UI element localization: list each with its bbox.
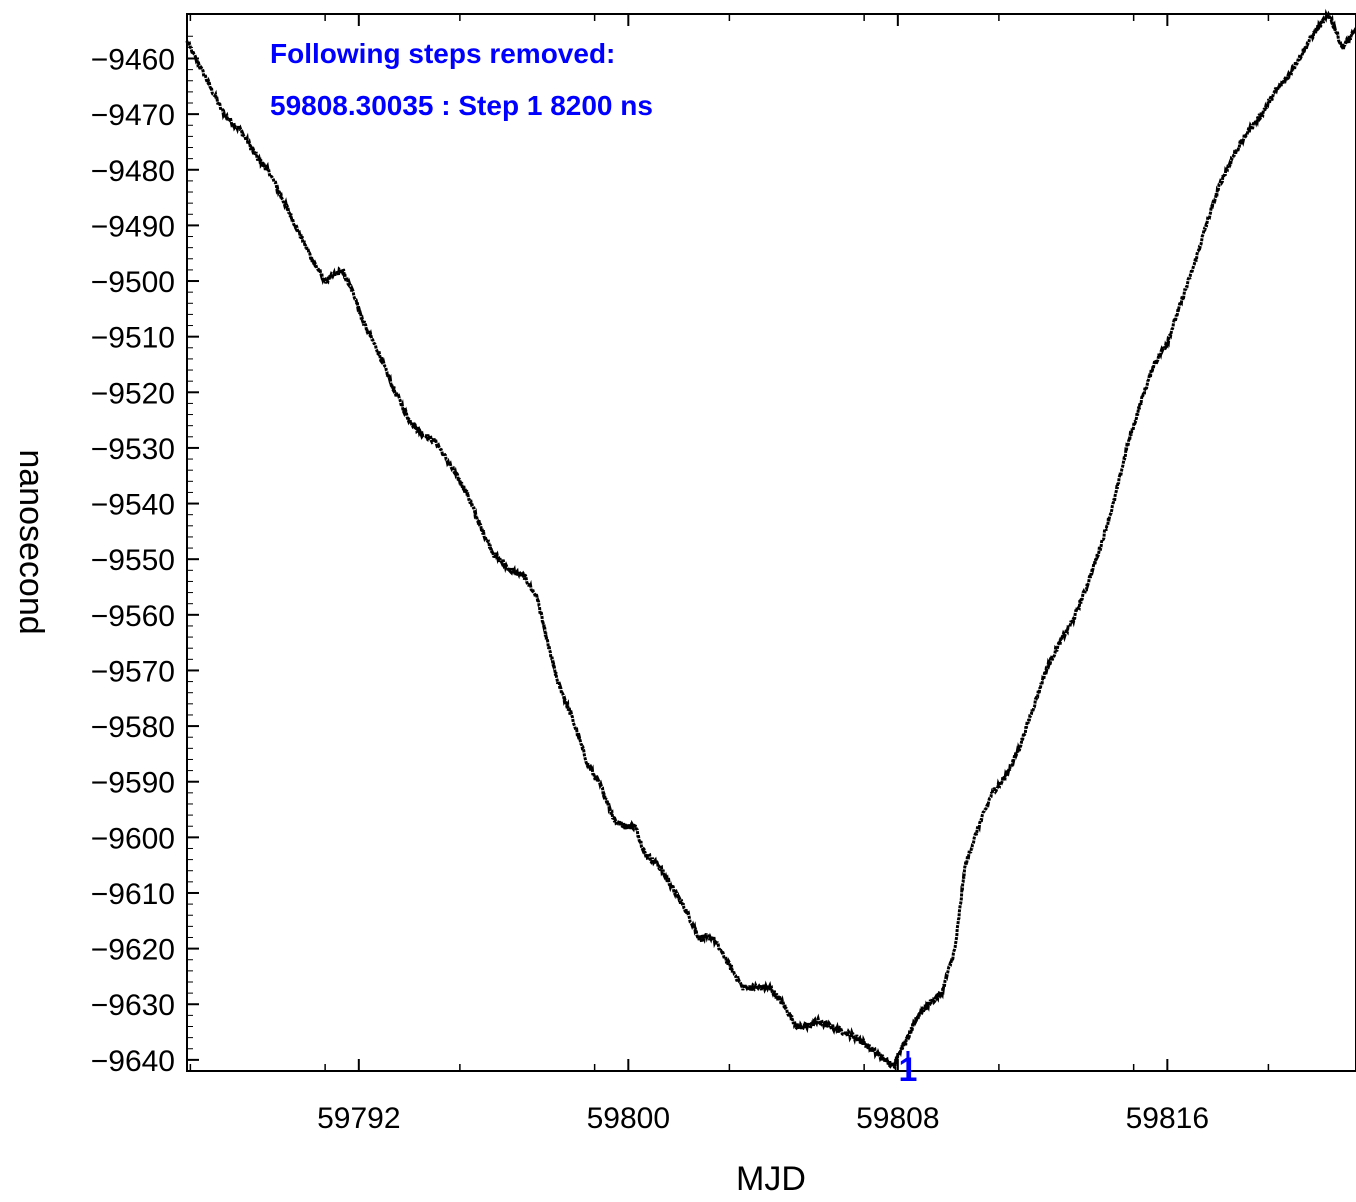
x-axis-ticks: 59792 59800 59808 59816 — [189, 14, 1270, 1135]
y-tick-label: −9460 — [91, 44, 175, 77]
y-tick-label: −9470 — [91, 99, 175, 132]
plot-frame — [186, 13, 1356, 1072]
y-tick-label: −9500 — [91, 266, 175, 299]
y-tick-label: −9480 — [91, 155, 175, 188]
x-tick-label: 59792 — [317, 1102, 400, 1135]
y-tick-label: −9540 — [91, 489, 175, 522]
y-tick-label: −9630 — [91, 989, 175, 1022]
y-axis-ticks: −9460 −9470 −9480 −9490 −9500 −9510 −9520 −9530… — [91, 35, 199, 1078]
y-tick-label: −9510 — [91, 322, 175, 355]
y-tick-label: −9620 — [91, 934, 175, 967]
step-marker-label: 1 — [898, 1051, 917, 1089]
y-tick-label: −9590 — [91, 767, 175, 800]
x-axis-title: MJD — [736, 1160, 806, 1198]
series-line — [185, 8, 1356, 1072]
y-tick-label: −9560 — [91, 600, 175, 633]
y-tick-label: −9640 — [91, 1045, 175, 1078]
y-tick-label: −9550 — [91, 544, 175, 577]
series-layer — [185, 8, 1356, 1081]
annotation-header: Following steps removed: — [270, 38, 615, 69]
annotation-step-line: 59808.30035 : Step 1 8200 ns — [270, 90, 653, 121]
x-tick-label: 59800 — [587, 1102, 670, 1135]
y-tick-label: −9530 — [91, 433, 175, 466]
x-tick-label: 59816 — [1126, 1102, 1209, 1135]
x-tick-label: 59808 — [856, 1102, 939, 1135]
y-tick-label: −9570 — [91, 655, 175, 688]
y-tick-label: −9580 — [91, 711, 175, 744]
y-axis-title: nanosecond — [12, 449, 50, 634]
y-tick-label: −9600 — [91, 822, 175, 855]
y-tick-label: −9520 — [91, 377, 175, 410]
y-tick-label: −9610 — [91, 878, 175, 911]
y-tick-label: −9490 — [91, 210, 175, 243]
